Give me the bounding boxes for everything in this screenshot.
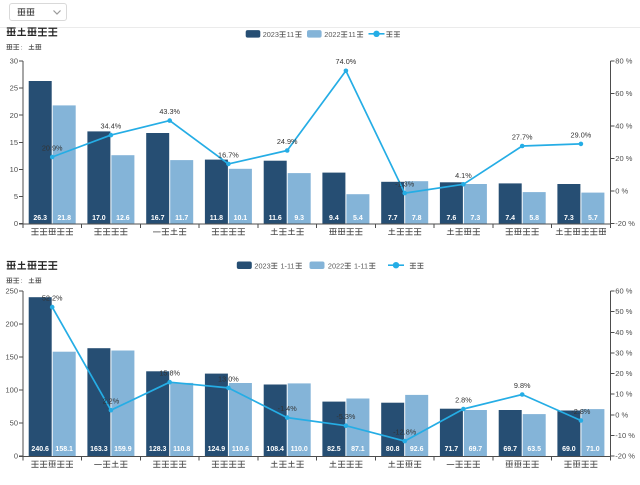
svg-text:0 %: 0 % <box>615 410 628 419</box>
svg-text:50: 50 <box>10 419 18 428</box>
svg-text:150: 150 <box>5 353 18 362</box>
svg-text:7.8: 7.8 <box>412 215 422 222</box>
svg-text:20 %: 20 % <box>615 154 632 163</box>
svg-text::: : <box>21 278 23 285</box>
svg-text:158.1: 158.1 <box>55 446 73 453</box>
svg-text:30: 30 <box>10 57 18 66</box>
svg-text:71.0: 71.0 <box>586 446 600 453</box>
svg-text::: : <box>21 45 23 52</box>
svg-text:7.7: 7.7 <box>388 215 398 222</box>
svg-text:11.6: 11.6 <box>269 215 282 222</box>
svg-text:60 %: 60 % <box>615 89 632 98</box>
svg-text:7.3: 7.3 <box>564 215 574 222</box>
svg-text:34.4%: 34.4% <box>101 122 122 131</box>
svg-text:16.7%: 16.7% <box>218 150 239 159</box>
svg-text:1-11: 1-11 <box>281 261 295 270</box>
svg-text:63.5: 63.5 <box>527 446 541 453</box>
svg-text:74.0%: 74.0% <box>336 57 357 66</box>
svg-text:25: 25 <box>10 84 18 93</box>
svg-text:163.3: 163.3 <box>90 446 108 453</box>
svg-text:10 %: 10 % <box>615 390 632 399</box>
svg-text:5.7: 5.7 <box>588 215 598 222</box>
svg-text:69.7: 69.7 <box>469 446 483 453</box>
svg-text:128.3: 128.3 <box>149 446 167 453</box>
svg-text:7.4: 7.4 <box>505 215 515 222</box>
svg-text:108.4: 108.4 <box>266 446 284 453</box>
svg-text:20.9%: 20.9% <box>42 144 63 153</box>
svg-text:0: 0 <box>14 452 18 461</box>
svg-text:4.1%: 4.1% <box>455 171 472 180</box>
svg-text:2023: 2023 <box>263 30 279 39</box>
svg-text:-10 %: -10 % <box>615 431 635 440</box>
svg-text:9.8%: 9.8% <box>514 381 531 390</box>
svg-text:11: 11 <box>348 30 356 39</box>
svg-text:200: 200 <box>5 320 18 329</box>
svg-text:29.0%: 29.0% <box>571 130 592 139</box>
svg-text:9.3: 9.3 <box>294 215 304 222</box>
svg-text:17.0: 17.0 <box>92 215 106 222</box>
svg-text:2022: 2022 <box>328 261 344 270</box>
svg-text:-2.8%: -2.8% <box>571 407 591 416</box>
svg-text:80.8: 80.8 <box>386 446 400 453</box>
svg-text:159.9: 159.9 <box>114 446 132 453</box>
svg-text:2.8%: 2.8% <box>455 396 472 405</box>
svg-text:5.4: 5.4 <box>353 215 363 222</box>
svg-text:110.8: 110.8 <box>173 446 190 453</box>
svg-text:40 %: 40 % <box>615 122 632 131</box>
svg-text:20: 20 <box>10 111 18 120</box>
svg-text:26.3: 26.3 <box>33 215 47 222</box>
svg-text:87.1: 87.1 <box>351 446 365 453</box>
svg-text:13.0%: 13.0% <box>218 374 239 383</box>
svg-text:-1.4%: -1.4% <box>278 404 298 413</box>
svg-text:5: 5 <box>14 192 18 201</box>
svg-text:69.7: 69.7 <box>503 446 517 453</box>
svg-text:-20 %: -20 % <box>615 219 635 228</box>
svg-text:110.0: 110.0 <box>291 446 308 453</box>
svg-text:16.7: 16.7 <box>151 215 165 222</box>
svg-text:27.7%: 27.7% <box>512 133 533 142</box>
svg-text:-12.8%: -12.8% <box>393 428 417 437</box>
svg-text:24.9%: 24.9% <box>277 137 298 146</box>
svg-text:69.0: 69.0 <box>562 446 576 453</box>
svg-text:5.8: 5.8 <box>529 215 539 222</box>
svg-text:240.6: 240.6 <box>31 446 49 453</box>
svg-text:9.4: 9.4 <box>329 215 339 222</box>
svg-text:52.2%: 52.2% <box>42 294 63 303</box>
svg-text:2022: 2022 <box>324 30 340 39</box>
svg-text:-1.3%: -1.3% <box>395 180 415 189</box>
svg-text:15: 15 <box>10 138 18 147</box>
svg-text:2.2%: 2.2% <box>103 397 120 406</box>
svg-text:11: 11 <box>287 30 295 39</box>
svg-text:11.7: 11.7 <box>175 215 188 222</box>
svg-text:80 %: 80 % <box>615 57 632 66</box>
svg-text:92.6: 92.6 <box>410 446 424 453</box>
svg-text:21.8: 21.8 <box>57 215 71 222</box>
svg-text:0: 0 <box>14 219 18 228</box>
svg-text:110.6: 110.6 <box>232 446 249 453</box>
svg-text:15.8%: 15.8% <box>159 369 180 378</box>
svg-text:0 %: 0 % <box>615 187 628 196</box>
svg-text:82.5: 82.5 <box>327 446 341 453</box>
svg-text:10.1: 10.1 <box>234 215 248 222</box>
svg-text:-5.3%: -5.3% <box>336 412 356 421</box>
svg-text:124.9: 124.9 <box>208 446 226 453</box>
svg-text:20 %: 20 % <box>615 369 632 378</box>
svg-text:50 %: 50 % <box>615 307 632 316</box>
svg-text:7.3: 7.3 <box>471 215 481 222</box>
svg-text:2023: 2023 <box>254 261 270 270</box>
svg-text:100: 100 <box>5 386 18 395</box>
svg-text:43.3%: 43.3% <box>159 107 180 116</box>
svg-text:30 %: 30 % <box>615 349 632 358</box>
svg-text:7.6: 7.6 <box>447 215 457 222</box>
svg-text:40 %: 40 % <box>615 328 632 337</box>
svg-text:250: 250 <box>5 287 18 296</box>
svg-text:10: 10 <box>10 165 18 174</box>
svg-text:11.8: 11.8 <box>210 215 223 222</box>
svg-text:71.7: 71.7 <box>445 446 459 453</box>
svg-text:60 %: 60 % <box>615 287 632 296</box>
svg-text:1-11: 1-11 <box>354 261 368 270</box>
svg-text:-20 %: -20 % <box>615 452 635 461</box>
svg-text:12.6: 12.6 <box>116 215 130 222</box>
